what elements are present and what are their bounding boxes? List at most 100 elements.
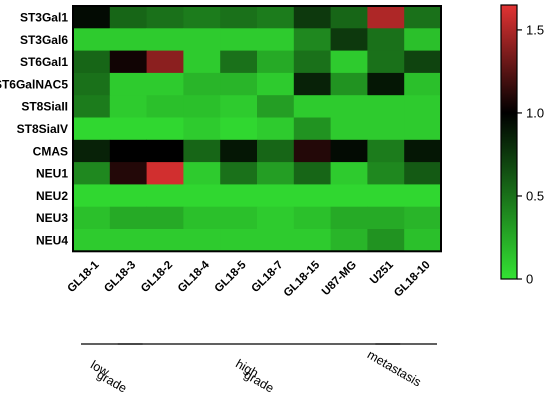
heatmap-cell	[73, 206, 111, 230]
heatmap-cell	[183, 6, 221, 29]
heatmap-cell	[183, 206, 221, 230]
heatmap-cell	[293, 6, 331, 29]
row-label: CMAS	[33, 144, 68, 158]
heatmap-cell	[404, 162, 442, 185]
heatmap-cell	[367, 28, 405, 51]
heatmap-cell	[330, 28, 368, 51]
heatmap-cell	[146, 206, 184, 230]
heatmap-cell	[220, 139, 258, 163]
heatmap-cell	[404, 184, 442, 208]
heatmap-cell	[367, 6, 405, 29]
heatmap-cell	[404, 229, 442, 252]
heatmap-cell	[146, 139, 184, 163]
colorbar-tick-label: 0	[526, 272, 533, 287]
heatmap-cell	[73, 229, 111, 252]
row-label: ST3Gal6	[20, 33, 68, 47]
heatmap-cell	[330, 139, 368, 163]
heatmap-cell	[330, 117, 368, 141]
heatmap-cell	[293, 117, 331, 141]
heatmap-cell	[257, 206, 295, 230]
row-label: ST3Gal1	[20, 10, 68, 24]
heatmap-cell	[367, 72, 405, 96]
heatmap-cell	[109, 28, 147, 51]
heatmap-cell	[109, 117, 147, 141]
heatmap-cell	[73, 95, 111, 118]
heatmap-cell	[330, 72, 368, 96]
heatmap-cell	[220, 28, 258, 51]
heatmap-cell	[330, 206, 368, 230]
column-label: GL18-5	[213, 259, 249, 295]
heatmap-cell	[220, 50, 258, 74]
heatmap-cell	[220, 206, 258, 230]
column-label: U87-MG	[320, 259, 359, 298]
column-labels: GL18-1 GL18-3 GL18-2 GL18-4 GL18-5 GL18-7GL18…	[65, 259, 432, 300]
heatmap-cell	[146, 117, 184, 141]
heatmap-cell	[257, 139, 295, 163]
heatmap-cell	[293, 139, 331, 163]
heatmap-cell	[146, 28, 184, 51]
heatmap-cell	[183, 139, 221, 163]
heatmap-cell	[73, 117, 111, 141]
heatmap-cell	[220, 162, 258, 185]
heatmap-cell	[146, 72, 184, 96]
heatmap-cell	[146, 162, 184, 185]
heatmap-cell	[73, 184, 111, 208]
column-label: GL18-3	[102, 259, 138, 295]
heatmap-cell	[109, 6, 147, 29]
heatmap-cell	[367, 229, 405, 252]
heatmap-cell	[330, 162, 368, 185]
heatmap-cell	[73, 50, 111, 74]
row-label: ST6GalNAC5	[0, 77, 68, 91]
heatmap-cell	[109, 139, 147, 163]
heatmap-cell	[257, 50, 295, 74]
heatmap-cell	[183, 72, 221, 96]
heatmap-cell	[73, 139, 111, 163]
row-label: NEU4	[36, 233, 68, 247]
colorbar-tick-label: 1.0	[526, 105, 544, 120]
column-label: GL18-4	[176, 259, 212, 295]
heatmap-cell	[183, 229, 221, 252]
heatmap-cell	[293, 95, 331, 118]
column-label: U251	[368, 259, 396, 287]
column-label: GL18-7	[249, 259, 285, 295]
heatmap-cell	[146, 95, 184, 118]
heatmap-cell	[220, 72, 258, 96]
row-labels: ST3Gal1 ST3Gal6 ST6Gal1 ST6GalNAC5 ST8SiaII S…	[0, 10, 68, 247]
heatmap-cell	[73, 72, 111, 96]
heatmap-cell	[404, 6, 442, 29]
heatmap-cell	[367, 95, 405, 118]
heatmap-cell	[367, 117, 405, 141]
heatmap-cell	[404, 139, 442, 163]
colorbar-gradient	[500, 4, 518, 280]
colorbar: 0 0.5 1.0 1.5	[500, 4, 544, 287]
heatmap-cell	[183, 95, 221, 118]
heatmap-cell	[330, 6, 368, 29]
heatmap-cell	[257, 184, 295, 208]
heatmap-cell	[146, 229, 184, 252]
heatmap-cell	[367, 50, 405, 74]
heatmap-cell	[404, 50, 442, 74]
heatmap-cell	[367, 162, 405, 185]
heatmap-cell	[220, 184, 258, 208]
heatmap-cell	[330, 184, 368, 208]
heatmap-cell	[257, 117, 295, 141]
heatmap-cells	[73, 6, 442, 252]
heatmap-cell	[109, 95, 147, 118]
heatmap-cell	[257, 162, 295, 185]
heatmap-cell	[109, 50, 147, 74]
heatmap-cell	[293, 229, 331, 252]
heatmap-cell	[220, 6, 258, 29]
heatmap-cell	[330, 95, 368, 118]
column-label: GL18-15	[282, 259, 323, 300]
group-label: grade	[242, 367, 277, 395]
heatmap-cell	[293, 206, 331, 230]
heatmap-cell	[330, 50, 368, 74]
heatmap-cell	[146, 50, 184, 74]
colorbar-tick-label: 0.5	[526, 188, 544, 203]
heatmap-cell	[146, 184, 184, 208]
heatmap-cell	[293, 184, 331, 208]
heatmap-cell	[109, 162, 147, 185]
heatmap-cell	[367, 184, 405, 208]
